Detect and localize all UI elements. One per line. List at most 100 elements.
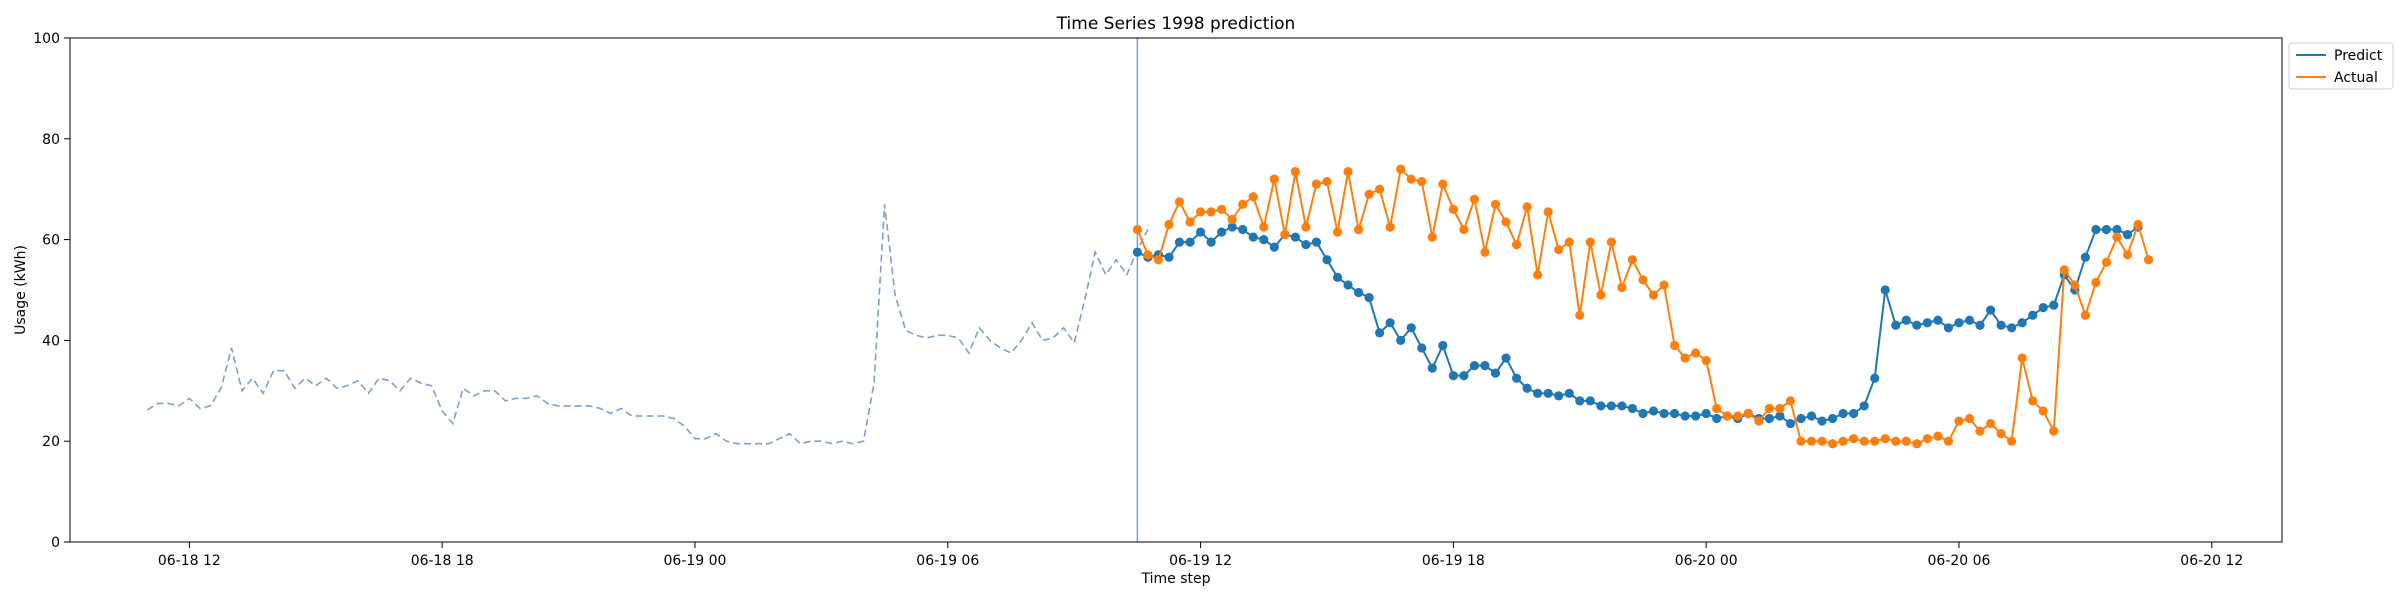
data-point-actual xyxy=(1459,224,1469,235)
data-point-predict xyxy=(1469,361,1480,371)
data-point-predict xyxy=(1311,237,1322,247)
data-point-predict xyxy=(1954,318,1964,328)
data-point-actual xyxy=(1870,436,1880,446)
data-point-predict xyxy=(1638,408,1648,419)
data-point-actual xyxy=(1311,179,1322,189)
y-tick-label: 40 xyxy=(42,333,60,349)
data-point-actual xyxy=(1511,240,1522,250)
data-point-predict xyxy=(1301,240,1311,250)
data-point-predict xyxy=(1817,416,1827,426)
data-point-predict xyxy=(1406,323,1416,333)
data-point-predict xyxy=(1185,237,1195,247)
data-point-predict xyxy=(1975,320,1985,330)
data-point-actual xyxy=(1522,202,1532,212)
data-point-actual xyxy=(1206,207,1216,217)
data-point-predict xyxy=(1785,418,1796,429)
data-point-actual xyxy=(1733,411,1743,421)
data-point-actual xyxy=(1501,217,1511,227)
data-point-predict xyxy=(1343,280,1353,290)
data-point-predict xyxy=(1396,335,1406,345)
series-line-actual xyxy=(1136,167,2150,445)
data-point-actual xyxy=(1427,232,1437,242)
data-point-actual xyxy=(1912,439,1922,449)
data-point-actual xyxy=(1827,439,1838,449)
data-point-actual xyxy=(2049,426,2059,436)
data-point-actual xyxy=(1480,247,1490,257)
data-point-predict xyxy=(1174,237,1185,247)
data-point-predict xyxy=(1933,315,1943,325)
data-point-predict xyxy=(1195,227,1206,237)
data-point-actual xyxy=(2143,255,2154,265)
y-tick-label: 0 xyxy=(51,535,60,551)
data-point-predict xyxy=(1248,232,1258,242)
x-tick-label: 06-19 12 xyxy=(1169,553,1232,569)
data-point-actual xyxy=(1954,416,1964,426)
data-point-actual xyxy=(1343,166,1353,177)
data-point-actual xyxy=(1217,204,1227,214)
data-point-actual xyxy=(1943,436,1954,446)
data-point-predict xyxy=(1775,411,1785,421)
data-point-predict xyxy=(1375,328,1385,338)
data-point-actual xyxy=(2017,353,2027,363)
x-axis-label: Time step xyxy=(1141,571,1211,587)
data-point-predict xyxy=(1806,411,1817,421)
data-point-actual xyxy=(1648,290,1659,300)
data-point-actual xyxy=(1195,207,1206,217)
y-axis: 0 20 40 60 80 100 xyxy=(33,31,70,551)
data-point-actual xyxy=(1364,189,1374,199)
data-point-predict xyxy=(2049,300,2059,310)
data-point-actual xyxy=(1164,219,1174,230)
data-point-actual xyxy=(1322,177,1332,187)
data-point-predict xyxy=(1659,408,1669,419)
data-point-predict xyxy=(1164,252,1174,262)
x-tick-label: 06-18 18 xyxy=(411,553,474,569)
data-point-predict xyxy=(1922,318,1932,328)
data-point-predict xyxy=(1838,408,1848,419)
data-point-predict xyxy=(1943,323,1954,333)
data-point-actual xyxy=(1185,217,1195,227)
data-point-actual xyxy=(2133,219,2143,230)
data-point-actual xyxy=(2007,436,2017,446)
data-point-actual xyxy=(1891,436,1901,446)
data-point-actual xyxy=(2070,280,2080,290)
data-point-predict xyxy=(1564,388,1574,398)
data-point-predict xyxy=(1648,406,1659,416)
data-point-actual xyxy=(2122,250,2133,260)
data-point-actual xyxy=(1153,255,1164,265)
data-point-actual xyxy=(1143,250,1153,260)
x-tick-label: 06-19 00 xyxy=(664,553,727,569)
data-point-predict xyxy=(2007,323,2017,333)
data-point-predict xyxy=(1554,391,1564,401)
data-point-predict xyxy=(1353,287,1364,298)
data-point-actual xyxy=(1448,204,1458,214)
data-point-actual xyxy=(2112,232,2122,242)
data-point-actual xyxy=(2059,265,2069,275)
data-point-actual xyxy=(1469,194,1480,204)
data-point-actual xyxy=(1691,348,1701,358)
data-point-actual xyxy=(1301,222,1311,232)
data-point-actual xyxy=(1922,434,1932,444)
history-line xyxy=(146,204,1149,445)
x-tick-label: 06-20 00 xyxy=(1675,553,1738,569)
data-point-actual xyxy=(1764,403,1774,414)
data-point-predict xyxy=(1691,411,1701,421)
data-point-actual xyxy=(1259,222,1269,232)
data-point-predict xyxy=(1332,272,1343,282)
x-tick-label: 06-19 06 xyxy=(916,553,979,569)
series-line-predict xyxy=(1136,225,2139,425)
data-point-actual xyxy=(2101,257,2112,267)
data-point-actual xyxy=(1332,227,1343,237)
data-point-predict xyxy=(1206,237,1216,247)
data-point-actual xyxy=(1859,436,1869,446)
y-tick-label: 80 xyxy=(42,132,60,148)
data-point-actual xyxy=(1406,174,1416,184)
data-point-predict xyxy=(2112,224,2122,235)
data-point-actual xyxy=(1659,280,1669,290)
data-point-actual xyxy=(2028,396,2038,406)
data-point-predict xyxy=(1680,411,1690,421)
data-point-predict xyxy=(1132,247,1142,257)
data-point-actual xyxy=(1712,403,1722,414)
data-point-predict xyxy=(1912,320,1922,330)
data-point-predict xyxy=(1543,388,1553,398)
